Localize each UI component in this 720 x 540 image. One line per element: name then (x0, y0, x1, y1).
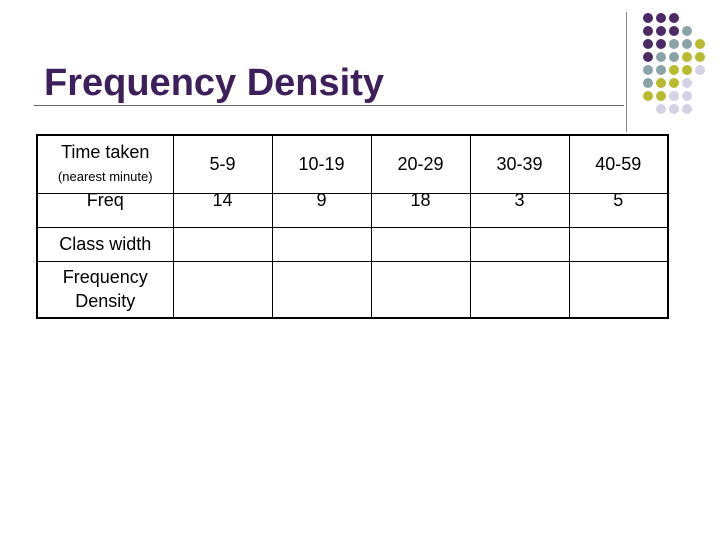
dot (669, 104, 679, 114)
time-taken-label: Time taken (61, 142, 150, 163)
dot (643, 26, 653, 36)
empty-cell (271, 260, 372, 319)
dot (643, 78, 653, 88)
freq-cell: 14 (172, 189, 273, 228)
dot (656, 39, 666, 49)
freq-value: 14 (212, 189, 233, 210)
empty-cell (370, 260, 471, 319)
dot (669, 52, 679, 62)
empty-cell (568, 226, 669, 262)
dot (643, 91, 653, 101)
frequency-density-label: Frequency Density (62, 267, 148, 312)
dot (656, 65, 666, 75)
dot (682, 26, 692, 36)
dot (656, 104, 666, 114)
empty-cell (370, 226, 471, 262)
frequency-table: Time taken (nearest minute) 5-9 10-19 20… (36, 134, 669, 319)
frequency-density-label-cell: Frequency Density (36, 260, 174, 319)
dot (669, 26, 679, 36)
dot (656, 52, 666, 62)
empty-cell (172, 260, 273, 319)
dot (643, 13, 653, 23)
dot (682, 39, 692, 49)
freq-cell: 3 (469, 189, 570, 228)
freq-cell: 18 (370, 189, 471, 228)
dot (656, 26, 666, 36)
class-cell: 10-19 (271, 134, 372, 194)
freq-value: 18 (410, 189, 431, 210)
freq-label: Freq (86, 189, 124, 210)
dot (643, 52, 653, 62)
dot (669, 39, 679, 49)
freq-label-cell: Freq (36, 189, 174, 228)
dot (669, 65, 679, 75)
freq-value: 5 (613, 189, 624, 210)
table-row-time-taken: Time taken (nearest minute) 5-9 10-19 20… (36, 134, 669, 194)
empty-cell (469, 260, 570, 319)
title-divider (34, 105, 624, 106)
freq-value: 3 (514, 189, 525, 210)
class-cell: 20-29 (370, 134, 471, 194)
dot (695, 65, 705, 75)
dot (682, 104, 692, 114)
table-row-frequency-density: Frequency Density (36, 260, 669, 319)
dot (695, 39, 705, 49)
dot (682, 91, 692, 101)
empty-cell (271, 226, 372, 262)
dot (643, 65, 653, 75)
dot (669, 13, 679, 23)
dot (682, 52, 692, 62)
empty-cell (172, 226, 273, 262)
slide-title: Frequency Density (44, 62, 384, 104)
table-row-freq: Freq 14 9 18 3 5 (36, 189, 669, 228)
dot (656, 91, 666, 101)
dot (682, 65, 692, 75)
dot (643, 39, 653, 49)
freq-cell: 9 (271, 189, 372, 228)
empty-cell (568, 260, 669, 319)
freq-value: 9 (316, 189, 327, 210)
header-cell: Time taken (nearest minute) (36, 134, 174, 194)
dot (695, 52, 705, 62)
decorative-dot-grid (640, 12, 720, 122)
dot (656, 13, 666, 23)
class-cell: 5-9 (172, 134, 273, 194)
class-cell: 40-59 (568, 134, 669, 194)
class-width-label-cell: Class width (36, 226, 174, 262)
dot (669, 78, 679, 88)
freq-cell: 5 (568, 189, 669, 228)
class-cell: 30-39 (469, 134, 570, 194)
table-row-class-width: Class width (36, 226, 669, 262)
dot (656, 78, 666, 88)
dot (669, 91, 679, 101)
vertical-divider (626, 12, 627, 132)
class-width-label: Class width (59, 234, 152, 254)
nearest-minute-label: (nearest minute) (57, 169, 153, 185)
empty-cell (469, 226, 570, 262)
dot (682, 78, 692, 88)
